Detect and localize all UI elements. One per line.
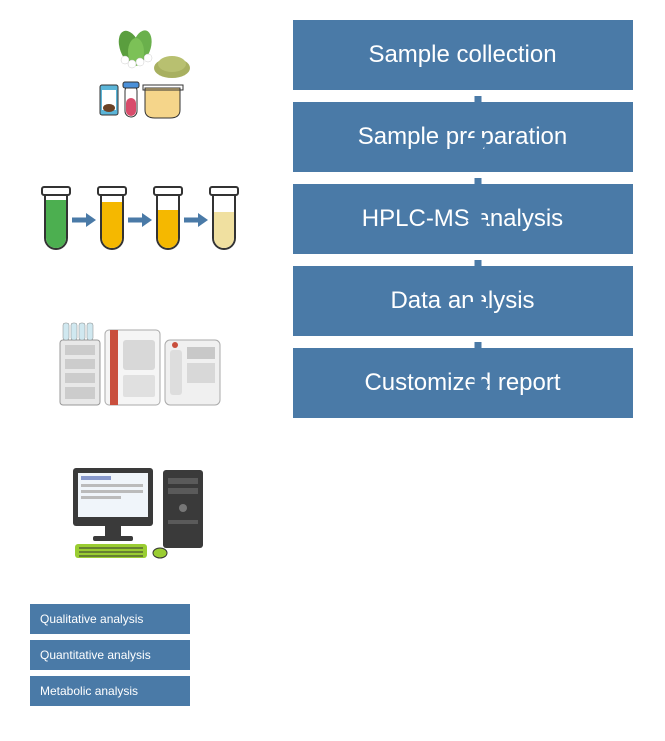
flowchart-column: Sample collection Sample preparation HPL… xyxy=(270,20,655,721)
report-boxes-group: Qualitative analysis Quantitative analys… xyxy=(30,604,190,706)
tube-fill xyxy=(102,202,122,248)
diagram-container: Qualitative analysis Quantitative analys… xyxy=(0,0,665,741)
test-tube-icon xyxy=(156,190,180,250)
samples-icon xyxy=(80,30,200,130)
report-types-illustration: Qualitative analysis Quantitative analys… xyxy=(10,595,270,715)
sample-preparation-illustration xyxy=(42,170,238,270)
illustrations-column: Qualitative analysis Quantitative analys… xyxy=(10,20,270,721)
hplc-instrument-icon xyxy=(55,315,225,415)
computer-icon xyxy=(65,460,215,560)
tube-fill xyxy=(214,212,234,248)
flow-step-sample-collection: Sample collection xyxy=(293,20,633,90)
tube-fill xyxy=(158,210,178,248)
computer-illustration xyxy=(65,455,215,565)
arrow-right-icon xyxy=(72,210,96,230)
test-tube-icon xyxy=(100,190,124,250)
sample-collection-illustration xyxy=(80,25,200,135)
hplc-ms-illustration xyxy=(55,310,225,420)
arrow-right-icon xyxy=(184,210,208,230)
report-box-quantitative: Quantitative analysis xyxy=(30,640,190,670)
test-tube-icon xyxy=(212,190,236,250)
tube-fill xyxy=(46,200,66,248)
arrow-right-icon xyxy=(128,210,152,230)
test-tube-icon xyxy=(44,190,68,250)
report-box-qualitative: Qualitative analysis xyxy=(30,604,190,634)
report-box-metabolic: Metabolic analysis xyxy=(30,676,190,706)
